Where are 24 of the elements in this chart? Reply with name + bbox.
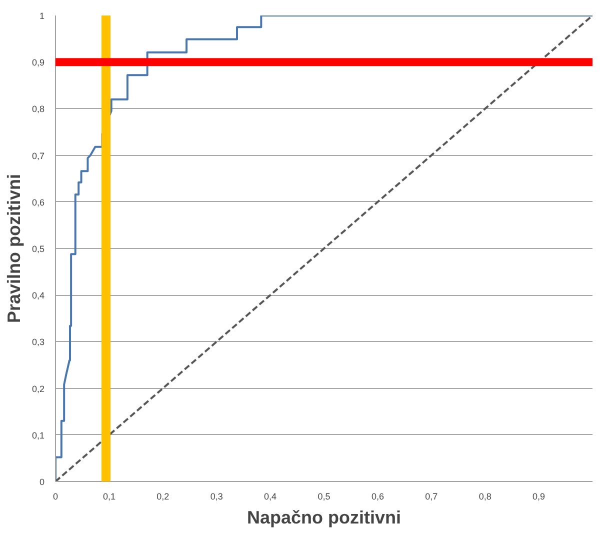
x-tick-label: 0,8 (478, 492, 492, 502)
x-tick-label: 0,6 (371, 492, 384, 502)
y-tick-label: 0,6 (32, 197, 45, 208)
y-tick-label: 0,4 (32, 290, 45, 301)
y-tick-label: 0,7 (32, 150, 45, 161)
y-tick-label: 0,3 (32, 337, 45, 348)
x-tick-label: 0,2 (156, 492, 170, 502)
y-tick-label: 0,1 (32, 430, 45, 440)
y-axis-title: Pravilno pozitivni (4, 174, 24, 324)
x-tick-label: 0,9 (532, 492, 546, 502)
line-series (56, 16, 592, 482)
x-tick-label: 0,5 (318, 492, 330, 502)
y-tick-label: 1 (39, 11, 45, 21)
y-tick-label: 0,5 (32, 244, 45, 254)
x-tick-label: 0 (52, 492, 58, 502)
x-tick-label: 0,1 (102, 492, 116, 502)
x-axis-title: Napačno pozitivni (246, 508, 402, 528)
y-tick-label: 0,2 (32, 384, 45, 394)
y-tick-label: 0,8 (32, 104, 45, 114)
y-tick-label: 0,9 (32, 58, 45, 68)
x-tick-label: 0,3 (210, 492, 223, 502)
y-tick-label: 0 (39, 477, 45, 487)
x-tick-label: 0,4 (264, 492, 277, 502)
x-tick-label: 0,7 (425, 492, 438, 502)
